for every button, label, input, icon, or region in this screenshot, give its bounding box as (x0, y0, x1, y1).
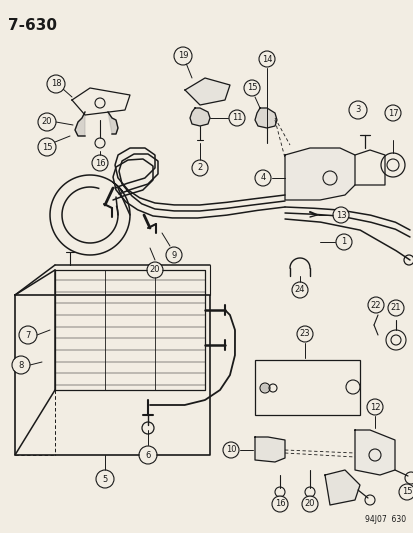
Text: 8: 8 (18, 360, 24, 369)
Circle shape (399, 484, 413, 499)
Polygon shape (254, 108, 276, 128)
Text: 4: 4 (260, 174, 265, 182)
Text: 1: 1 (341, 238, 346, 246)
Polygon shape (354, 430, 394, 475)
Circle shape (92, 156, 107, 171)
Circle shape (192, 160, 207, 175)
Text: 19: 19 (177, 52, 188, 61)
Polygon shape (185, 78, 230, 105)
Circle shape (336, 235, 351, 249)
Polygon shape (190, 108, 209, 126)
Text: 15: 15 (401, 488, 411, 497)
Circle shape (96, 471, 113, 488)
Circle shape (229, 110, 244, 125)
Text: 16: 16 (95, 158, 105, 167)
Circle shape (302, 497, 317, 512)
Text: 2: 2 (197, 164, 202, 173)
Circle shape (244, 80, 259, 95)
Circle shape (368, 297, 382, 312)
Text: 6: 6 (145, 450, 150, 459)
Text: 23: 23 (299, 329, 310, 338)
Text: 14: 14 (261, 54, 272, 63)
Text: 20: 20 (42, 117, 52, 126)
Circle shape (333, 207, 348, 222)
Polygon shape (324, 470, 359, 505)
Text: 18: 18 (50, 79, 61, 88)
Text: 9: 9 (171, 251, 176, 260)
Text: 10: 10 (225, 446, 236, 455)
Text: 20: 20 (304, 499, 314, 508)
Circle shape (260, 384, 268, 392)
Text: 12: 12 (369, 402, 379, 411)
Text: 15: 15 (246, 84, 256, 93)
Text: 20: 20 (150, 265, 160, 274)
Circle shape (297, 327, 312, 342)
Polygon shape (75, 112, 85, 136)
Polygon shape (254, 437, 284, 462)
Text: 24: 24 (294, 286, 304, 295)
Circle shape (139, 447, 156, 464)
Circle shape (385, 106, 399, 120)
Text: 7: 7 (25, 330, 31, 340)
Circle shape (223, 442, 238, 457)
Text: 13: 13 (335, 211, 346, 220)
Text: 16: 16 (274, 499, 285, 508)
Text: 5: 5 (102, 474, 107, 483)
Text: 11: 11 (231, 114, 242, 123)
Text: 3: 3 (354, 106, 360, 115)
Text: 17: 17 (387, 109, 397, 117)
Text: 15: 15 (42, 142, 52, 151)
Polygon shape (284, 148, 354, 200)
Text: 94J07  630: 94J07 630 (364, 515, 405, 524)
Circle shape (292, 282, 307, 297)
Circle shape (19, 327, 36, 343)
Circle shape (255, 171, 270, 185)
Text: 22: 22 (370, 301, 380, 310)
Circle shape (38, 114, 55, 131)
Circle shape (387, 301, 403, 316)
Circle shape (349, 101, 366, 118)
Circle shape (174, 47, 191, 64)
Text: 21: 21 (390, 303, 400, 312)
Circle shape (47, 76, 64, 93)
Circle shape (272, 497, 287, 512)
Circle shape (38, 139, 55, 156)
Bar (254, 360, 359, 415)
Circle shape (12, 357, 29, 374)
Text: 7-630: 7-630 (8, 18, 57, 33)
Circle shape (259, 52, 274, 67)
Circle shape (367, 400, 382, 415)
Polygon shape (108, 112, 118, 134)
Circle shape (166, 247, 181, 262)
Circle shape (95, 139, 104, 148)
Circle shape (147, 262, 162, 278)
